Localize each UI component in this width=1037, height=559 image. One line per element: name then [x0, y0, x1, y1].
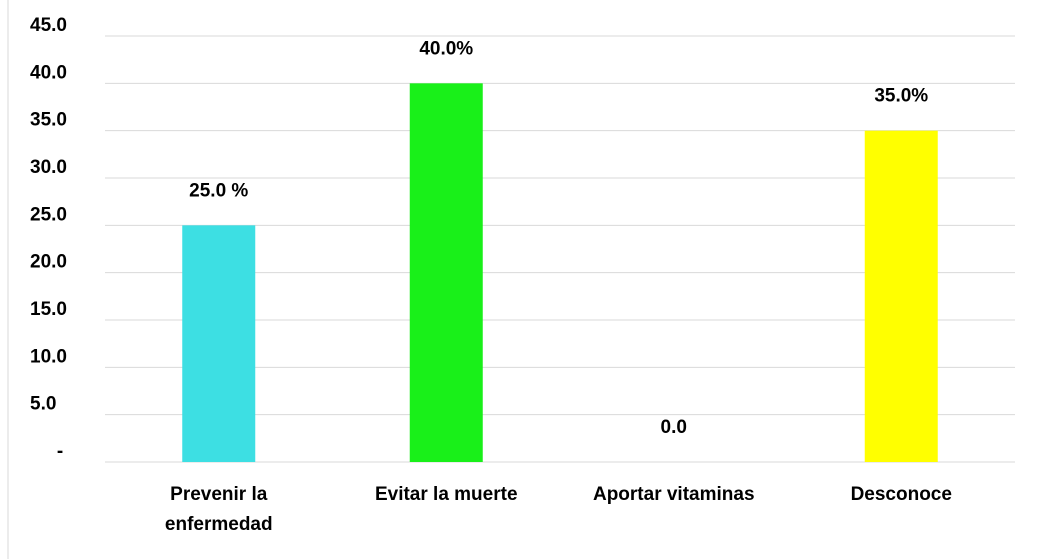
y-tick-label: 25.0: [30, 204, 67, 225]
x-tick-label: Prevenir la enfermedad: [164, 484, 273, 535]
data-label: 40.0%: [419, 38, 473, 59]
x-tick-label: Evitar la muerte: [374, 484, 518, 505]
y-tick-label: 40.0: [30, 62, 67, 83]
y-tick-label: 35.0: [30, 110, 67, 131]
data-label: 25.0 %: [189, 180, 248, 201]
bar: [182, 225, 256, 462]
y-tick-label: 45.0: [30, 15, 67, 36]
data-label: 0.0: [661, 417, 687, 438]
y-tick-label: 5.0: [30, 394, 56, 415]
x-tick-label: Aportar vitaminas: [592, 484, 755, 505]
y-tick-label: 20.0: [30, 252, 67, 273]
y-tick-label: 30.0: [30, 157, 67, 178]
y-tick-label: -: [57, 441, 63, 462]
y-tick-label: 15.0: [30, 299, 67, 320]
x-tick-label: Desconoce: [850, 484, 952, 505]
bar: [409, 83, 483, 462]
data-label: 35.0%: [874, 86, 928, 107]
y-tick-label: 10.0: [30, 346, 67, 367]
bar: [864, 130, 938, 462]
